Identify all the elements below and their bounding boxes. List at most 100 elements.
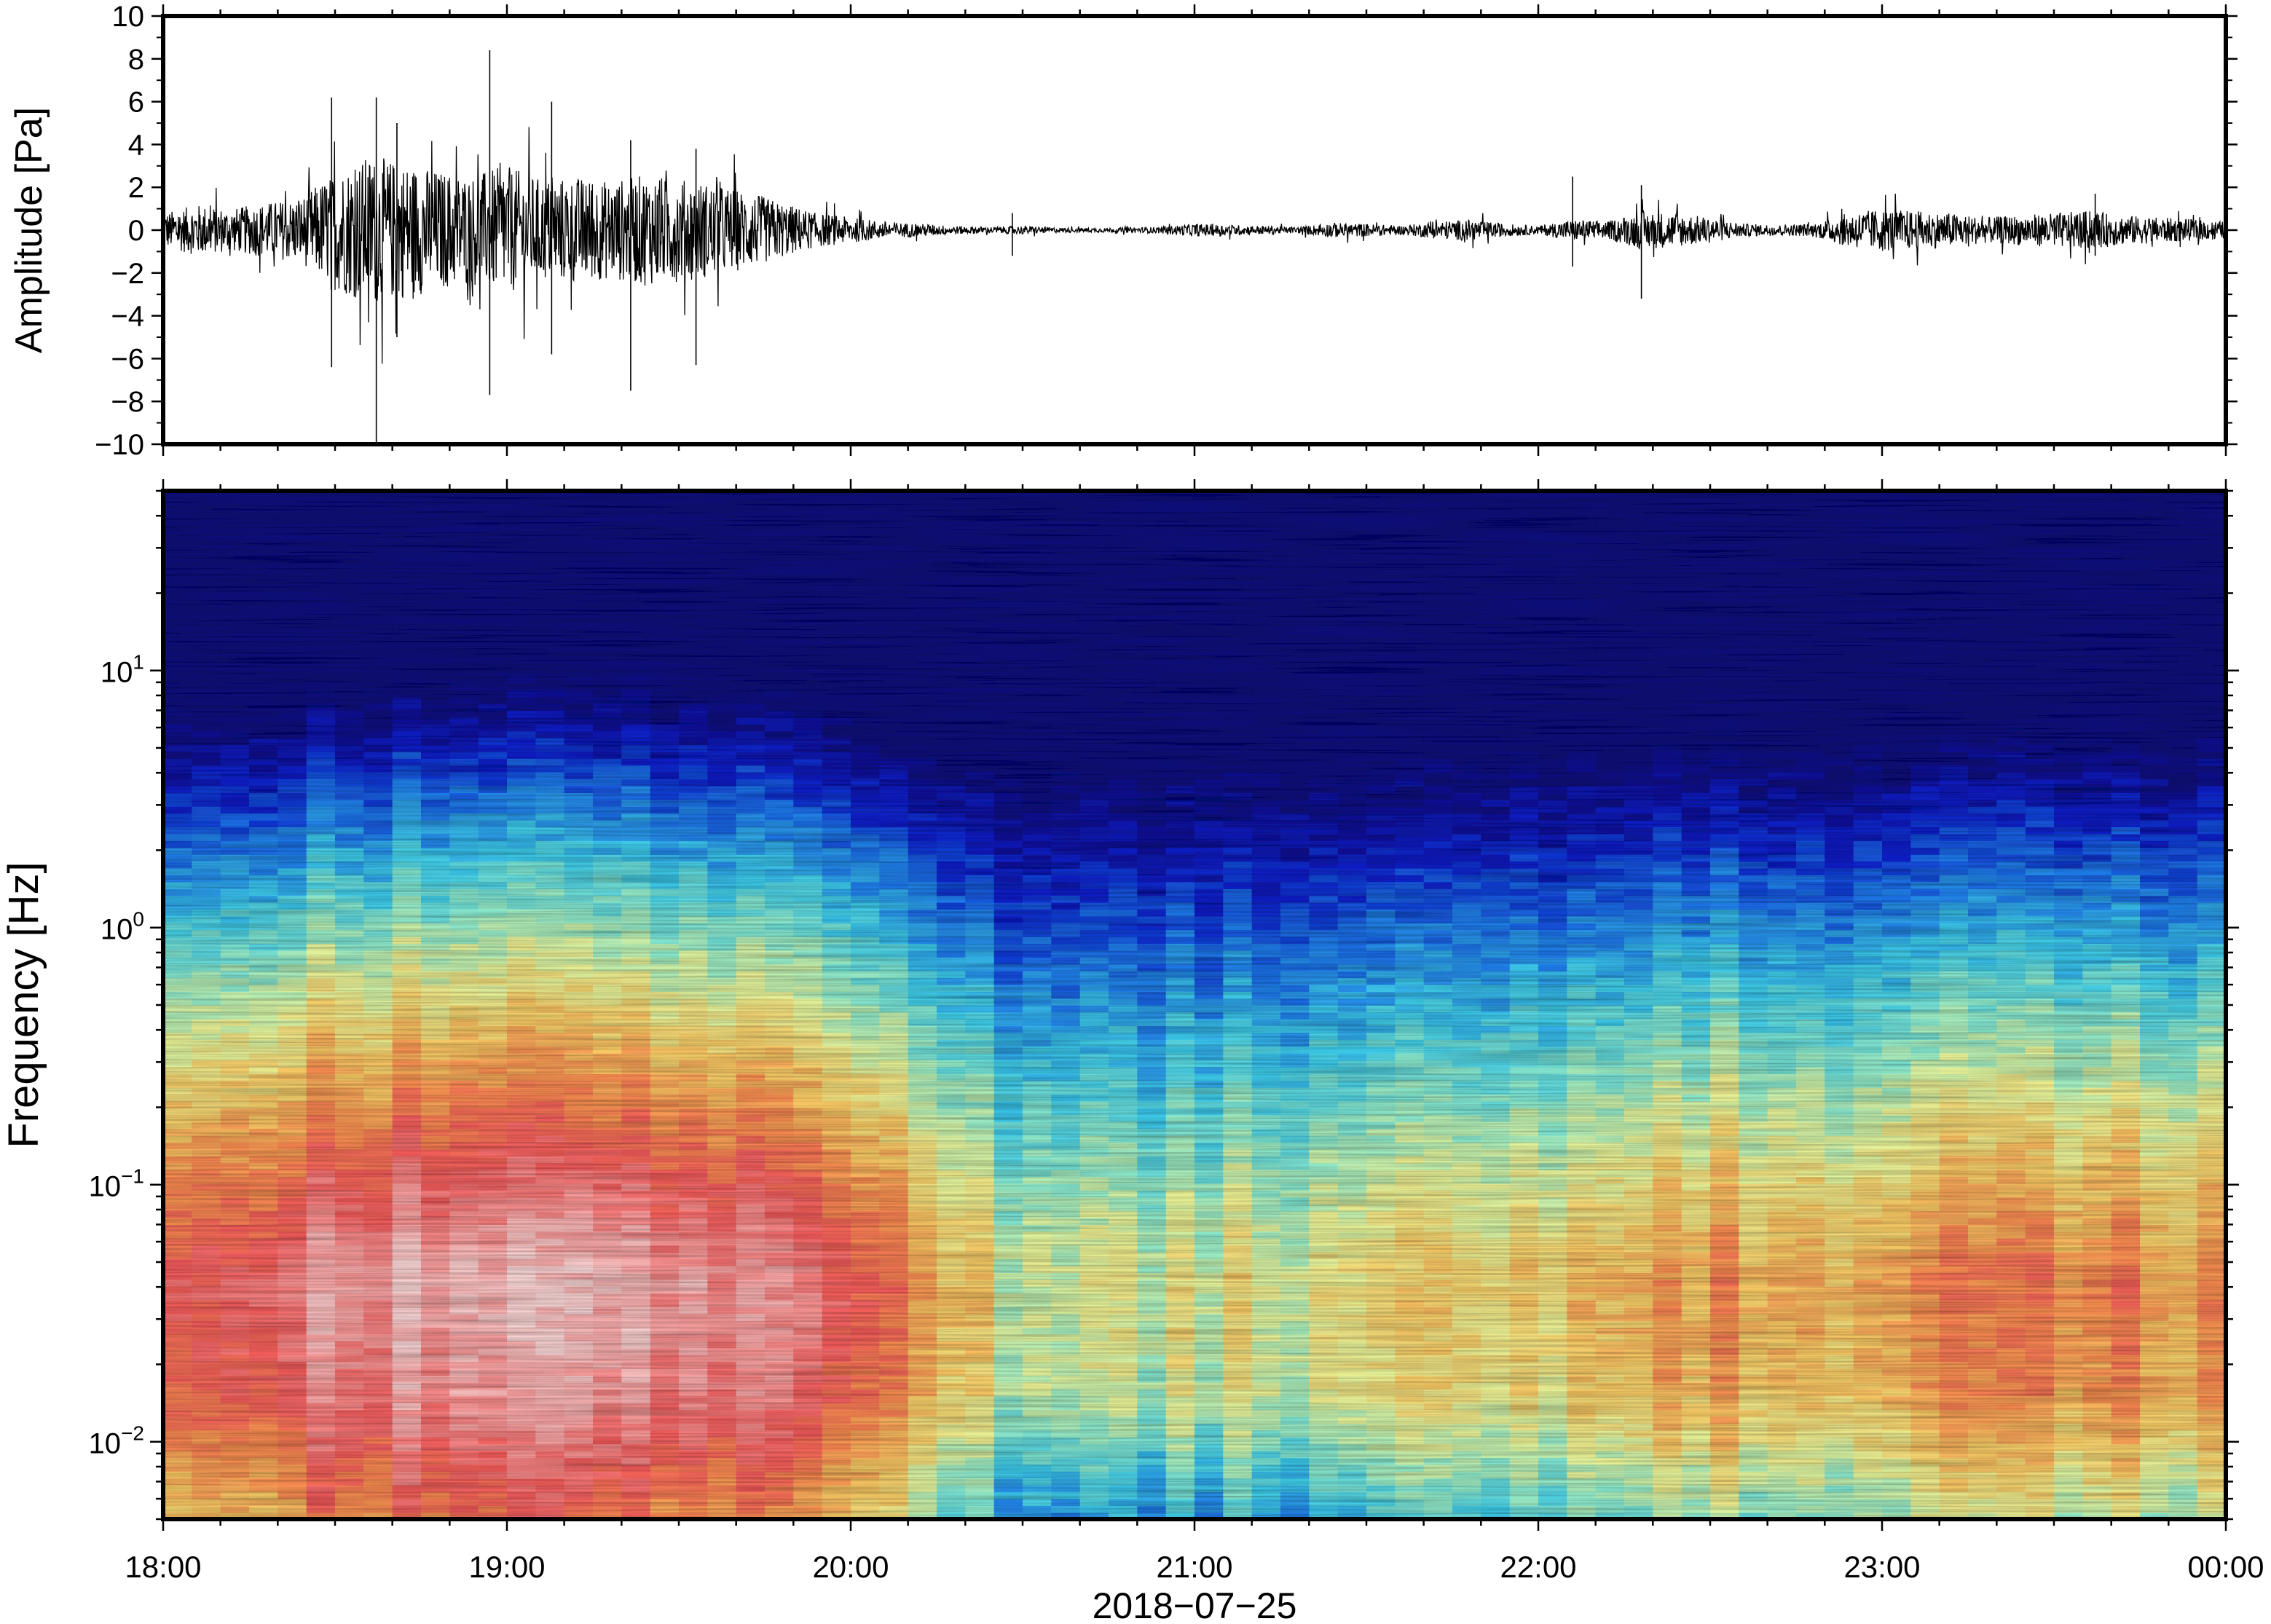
spectrogram-cell xyxy=(278,751,307,759)
spectrogram-cell xyxy=(306,943,336,951)
spectrogram-cell xyxy=(593,998,623,1006)
spectrogram-cell xyxy=(822,690,851,698)
spectrogram-cell xyxy=(908,1224,937,1232)
spectrogram-cell xyxy=(879,751,909,759)
spectrogram-cell xyxy=(507,1361,537,1369)
spectrogram-cell xyxy=(593,655,623,663)
spectrogram-cell xyxy=(421,963,451,971)
spectrogram-cell xyxy=(306,1224,336,1232)
spectrogram-cell xyxy=(993,1122,1023,1130)
spectrogram-cell xyxy=(335,902,365,910)
spectrogram-cell xyxy=(535,915,565,923)
spectrogram-cell xyxy=(421,847,451,855)
spectrogram-cell xyxy=(1023,1169,1052,1178)
spectrogram-cell xyxy=(736,779,765,787)
spectrogram-cell xyxy=(707,559,737,567)
spectrogram-cell xyxy=(392,1012,422,1020)
spectrogram-cell xyxy=(736,1258,765,1266)
spectrogram-cell xyxy=(1023,1032,1052,1040)
spectrogram-cell xyxy=(965,1505,995,1513)
spectrogram-cell xyxy=(564,525,594,533)
spectrogram-cell xyxy=(621,648,651,656)
spectrogram-cell xyxy=(937,1306,967,1314)
spectrogram-cell xyxy=(593,929,623,937)
spectrogram-cell xyxy=(363,1005,393,1013)
spectrogram-cell xyxy=(335,1073,365,1081)
spectrogram-cell xyxy=(564,977,594,985)
spectrogram-cell xyxy=(707,1395,737,1403)
spectrogram-cell xyxy=(363,1025,393,1033)
spectrogram-cell xyxy=(765,1135,795,1143)
spectrogram-cell xyxy=(621,744,651,752)
spectrogram-cell xyxy=(707,1100,737,1108)
spectrogram-cell xyxy=(163,1347,193,1355)
spectrogram-cell xyxy=(449,833,479,841)
spectrogram-cell xyxy=(392,991,422,999)
spectrogram-cell xyxy=(220,1505,250,1513)
spectrogram-cell xyxy=(621,1333,651,1341)
spectrogram-cell xyxy=(278,1060,307,1068)
spectrogram-cell xyxy=(593,1313,623,1321)
spectrogram-cell xyxy=(220,902,250,910)
spectrogram-cell xyxy=(278,1471,307,1479)
spectrogram-cell xyxy=(965,1148,995,1156)
spectrogram-cell xyxy=(736,819,765,827)
spectrogram-cell xyxy=(478,1299,508,1307)
spectrogram-cell xyxy=(1051,1457,1081,1465)
spectrogram-cell xyxy=(306,806,336,814)
spectrogram-cell xyxy=(851,1327,881,1335)
spectrogram-cell xyxy=(1051,648,1081,656)
spectrogram-cell xyxy=(1023,1162,1052,1170)
spectrogram-cell xyxy=(564,1122,594,1130)
spectrogram-cell xyxy=(621,1389,651,1397)
spectrogram-cell xyxy=(736,888,765,896)
spectrogram-cell xyxy=(449,765,479,773)
spectrogram-cell xyxy=(507,998,537,1006)
spectrogram-cell xyxy=(392,1108,422,1116)
spectrogram-cell xyxy=(679,1416,709,1424)
spectrogram-cell xyxy=(593,1094,623,1102)
spectrogram-cell xyxy=(363,970,393,979)
spectrogram-cell xyxy=(335,545,365,553)
spectrogram-cell xyxy=(965,779,995,787)
spectrogram-cell xyxy=(478,642,508,650)
spectrogram-cell xyxy=(993,1039,1023,1047)
spectrogram-cell xyxy=(965,525,995,533)
spectrogram-cell xyxy=(278,1403,307,1411)
spectrogram-cell xyxy=(908,1052,937,1061)
spectrogram-cell xyxy=(851,532,881,540)
spectrogram-cell xyxy=(249,792,279,800)
spectrogram-cell xyxy=(937,552,967,560)
spectrogram-cell xyxy=(392,710,422,718)
spectrogram-cell xyxy=(421,998,451,1006)
spectrogram-cell xyxy=(335,1251,365,1260)
spectrogram-cell xyxy=(249,648,279,656)
spectrogram-cell xyxy=(449,628,479,636)
spectrogram-cell xyxy=(535,950,565,958)
spectrogram-cell xyxy=(478,1032,508,1040)
spectrogram-cell xyxy=(707,1087,737,1095)
spectrogram-cell xyxy=(908,1505,937,1513)
spectrogram-cell xyxy=(278,1224,307,1232)
spectrogram-cell xyxy=(392,1313,422,1321)
spectrogram-cell xyxy=(192,532,221,540)
spectrogram-cell xyxy=(220,1060,250,1068)
spectrogram-cell xyxy=(965,1162,995,1170)
spectrogram-cell xyxy=(736,607,765,615)
spectrogram-cell xyxy=(1023,813,1052,821)
spectrogram-cell xyxy=(822,532,851,540)
spectrogram-cell xyxy=(335,1156,365,1164)
spectrogram-cell xyxy=(793,1183,823,1191)
spectrogram-cell xyxy=(908,1162,937,1170)
spectrogram-cell xyxy=(793,950,823,958)
spectrogram-cell xyxy=(937,840,967,848)
spectrogram-cell xyxy=(851,998,881,1006)
spectrogram-cell xyxy=(363,607,393,615)
spectrogram-cell xyxy=(851,957,881,965)
spectrogram-cell xyxy=(392,1430,422,1438)
spectrogram-cell xyxy=(192,785,221,793)
spectrogram-cell xyxy=(335,491,365,499)
spectrogram-cell xyxy=(621,1156,651,1164)
spectrogram-cell xyxy=(1023,909,1052,917)
spectrogram-cell xyxy=(736,504,765,512)
